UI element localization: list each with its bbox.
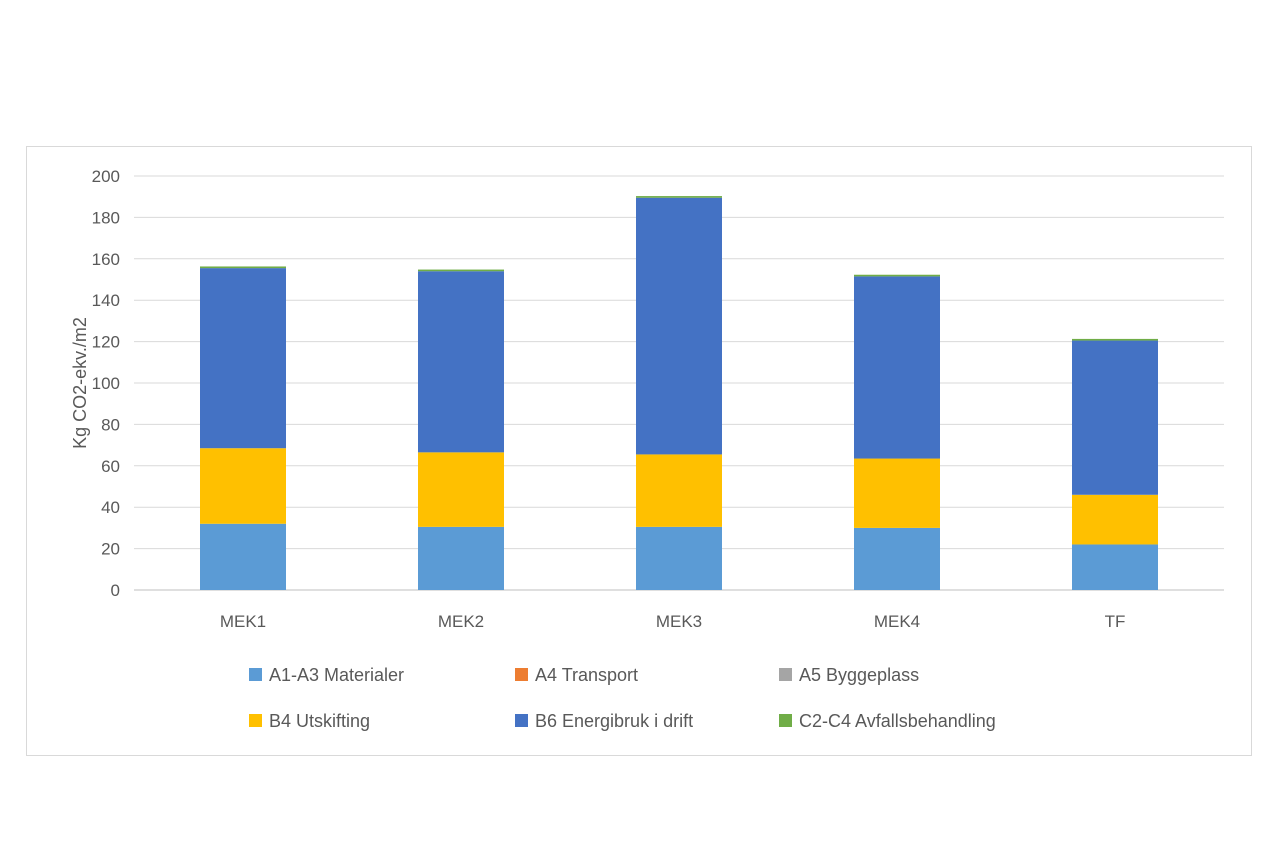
legend-swatch <box>249 668 262 681</box>
y-tick-label: 140 <box>92 291 120 310</box>
y-tick-label: 40 <box>101 498 120 517</box>
legend-swatch <box>249 714 262 727</box>
legend-swatch <box>515 668 528 681</box>
y-axis-ticks: 0 20 40 60 80 100 120 140 160 180 200 <box>92 167 120 600</box>
y-tick-label: 180 <box>92 208 120 227</box>
y-tick-label: 120 <box>92 333 120 352</box>
legend-swatch <box>779 714 792 727</box>
y-tick-label: 200 <box>92 167 120 186</box>
legend-label: A4 Transport <box>535 665 638 685</box>
bar-segment <box>200 523 286 590</box>
y-tick-label: 160 <box>92 250 120 269</box>
y-axis-label: Kg CO2-ekv./m2 <box>70 317 90 449</box>
x-tick-label: MEK1 <box>220 612 266 631</box>
x-tick-label: MEK4 <box>874 612 920 631</box>
bar-segment <box>854 458 940 528</box>
bar-segment <box>418 452 504 527</box>
bar-segment <box>854 276 940 459</box>
x-tick-label: TF <box>1105 612 1126 631</box>
legend-label: A1-A3 Materialer <box>269 665 404 685</box>
bar-segment <box>200 448 286 524</box>
legend-swatch <box>779 668 792 681</box>
bar-segment <box>200 268 286 449</box>
bar-segment <box>418 269 504 272</box>
bar-segment <box>636 454 722 527</box>
bar-segment <box>1072 544 1158 590</box>
bar-segment <box>636 196 722 198</box>
bar-segment <box>418 271 504 453</box>
bar-segment <box>636 526 722 590</box>
legend-label: C2-C4 Avfallsbehandling <box>799 711 996 731</box>
bar-segment <box>200 266 286 269</box>
bar-segment <box>636 197 722 455</box>
x-tick-label: MEK2 <box>438 612 484 631</box>
legend-label: B4 Utskifting <box>269 711 370 731</box>
bars <box>200 196 1158 590</box>
legend: A1-A3 Materialer A4 Transport A5 Byggeplas… <box>249 665 996 731</box>
legend-label: B6 Energibruk i drift <box>535 711 693 731</box>
y-tick-label: 100 <box>92 374 120 393</box>
x-tick-label: MEK3 <box>656 612 702 631</box>
legend-swatch <box>515 714 528 727</box>
y-tick-label: 20 <box>101 540 120 559</box>
bar-segment <box>854 527 940 590</box>
legend-label: A5 Byggeplass <box>799 665 919 685</box>
bar-segment <box>1072 340 1158 495</box>
bar-segment <box>418 526 504 590</box>
bar-segment <box>854 274 940 277</box>
y-tick-label: 60 <box>101 457 120 476</box>
x-axis-ticks: MEK1 MEK2 MEK3 MEK4 TF <box>220 612 1126 631</box>
y-tick-label: 80 <box>101 415 120 434</box>
bar-segment <box>1072 338 1158 341</box>
bar-segment <box>1072 494 1158 545</box>
y-tick-label: 0 <box>111 581 120 600</box>
